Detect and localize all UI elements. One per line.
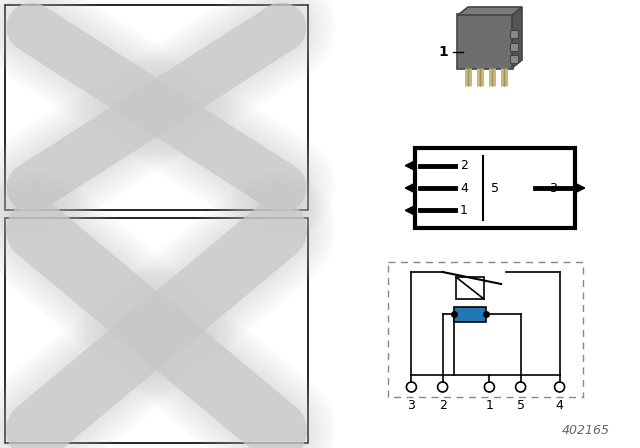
Text: 1: 1 <box>460 204 468 217</box>
Text: 1: 1 <box>438 45 448 59</box>
Text: 2: 2 <box>438 399 447 412</box>
Text: 5: 5 <box>516 399 525 412</box>
Text: 5: 5 <box>491 181 499 194</box>
Text: 4: 4 <box>460 181 468 194</box>
Bar <box>510 43 518 51</box>
Polygon shape <box>458 7 522 15</box>
Bar <box>510 30 518 38</box>
Bar <box>456 277 484 299</box>
Text: 3: 3 <box>408 399 415 412</box>
Bar <box>510 55 518 63</box>
Bar <box>415 148 575 228</box>
Text: 3: 3 <box>549 181 557 194</box>
Bar <box>5 5 308 210</box>
Text: 2: 2 <box>460 159 468 172</box>
Polygon shape <box>512 7 522 68</box>
Bar <box>5 218 308 443</box>
Text: 402165: 402165 <box>562 423 610 436</box>
Bar <box>454 307 486 322</box>
Text: 1: 1 <box>486 399 493 412</box>
Bar <box>388 262 583 397</box>
FancyBboxPatch shape <box>457 14 513 69</box>
Text: 4: 4 <box>556 399 564 412</box>
